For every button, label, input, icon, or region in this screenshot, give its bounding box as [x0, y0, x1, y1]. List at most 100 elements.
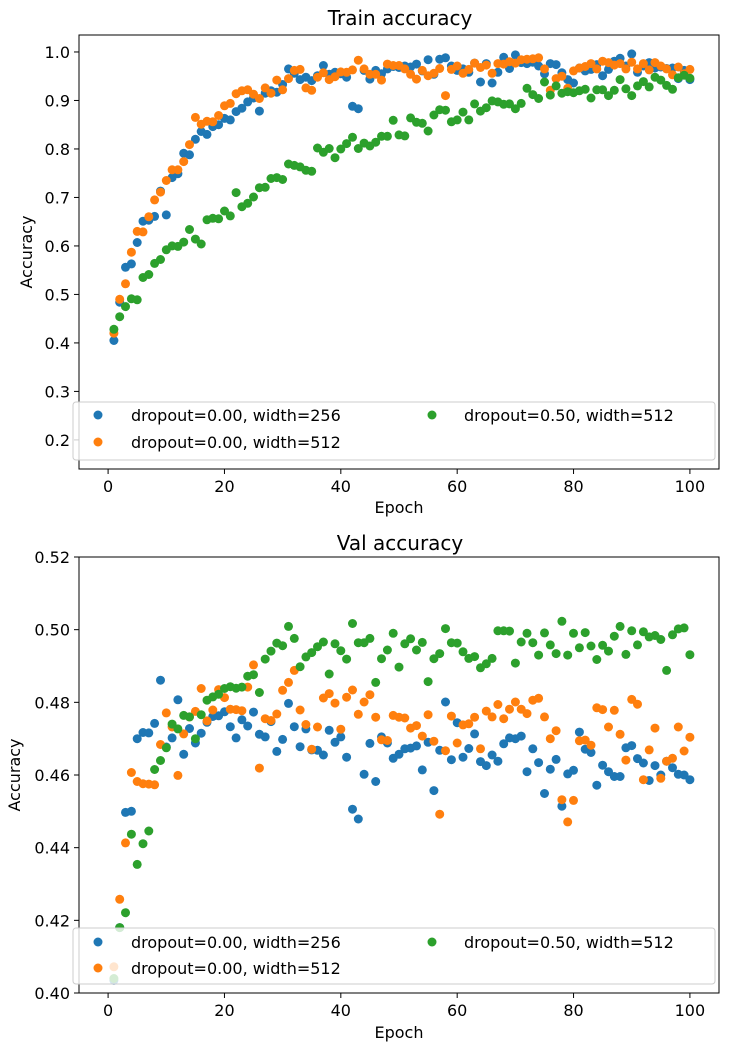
data-point [382, 131, 392, 141]
data-point [627, 57, 637, 67]
data-point [179, 749, 189, 759]
data-point [132, 238, 142, 247]
x-tick-label: 0 [103, 1001, 113, 1020]
data-point [342, 692, 352, 702]
data-point [161, 176, 171, 185]
data-point [115, 294, 125, 304]
legend-label: dropout=0.50, width=512 [464, 933, 674, 952]
data-point [144, 212, 154, 222]
data-point [371, 137, 381, 147]
data-point [185, 712, 194, 722]
data-point [272, 746, 282, 756]
data-point [150, 765, 160, 774]
y-tick-label: 0.7 [45, 188, 70, 207]
data-point [161, 210, 171, 220]
scatter-points [109, 616, 695, 985]
data-point [324, 725, 334, 735]
data-point [569, 628, 578, 638]
data-point [365, 738, 375, 748]
data-point [569, 795, 578, 805]
data-point [348, 685, 357, 695]
data-point [121, 908, 130, 918]
data-point [278, 641, 288, 651]
data-point [638, 758, 648, 768]
data-point [342, 752, 352, 762]
data-point [156, 675, 165, 685]
y-tick-label: 1.0 [45, 43, 70, 62]
data-point [173, 695, 183, 705]
data-point [464, 744, 474, 753]
data-point [284, 677, 293, 687]
data-point [126, 768, 136, 777]
data-point [487, 78, 497, 88]
data-point [249, 707, 258, 717]
legend-marker [427, 410, 437, 420]
legend-marker [427, 937, 437, 947]
data-point [638, 59, 648, 69]
legend: dropout=0.00, width=256 dropout=0.00, wi… [72, 927, 716, 985]
data-point [156, 187, 165, 197]
data-point [638, 775, 648, 785]
data-point [464, 115, 474, 125]
data-point [563, 650, 573, 660]
data-point [132, 859, 142, 869]
data-point [185, 225, 194, 234]
data-point [132, 734, 142, 744]
data-point [237, 103, 247, 113]
data-point [493, 700, 503, 709]
y-tick-label: 0.8 [45, 140, 70, 159]
data-point [545, 90, 555, 100]
data-point [510, 658, 520, 668]
x-tick-label: 20 [214, 477, 234, 496]
data-point [540, 77, 549, 87]
data-point [487, 68, 497, 78]
data-point [214, 111, 224, 120]
data-point [423, 710, 433, 720]
data-point [598, 760, 608, 770]
data-point [313, 722, 322, 732]
data-point [330, 153, 340, 163]
data-point [470, 99, 480, 109]
data-point [609, 631, 619, 641]
data-point [435, 809, 445, 819]
data-point [382, 645, 392, 655]
data-point [441, 53, 450, 63]
data-point [208, 117, 218, 127]
y-tick-label: 0.3 [45, 382, 70, 401]
val-accuracy-panel: Val accuracy 0.40 0.42 0.44 0.46 0.48 0.50 0.5… [5, 531, 720, 1042]
legend-label: dropout=0.00, width=512 [131, 433, 341, 452]
data-point [196, 684, 206, 693]
data-point [481, 761, 491, 771]
y-tick-label: 0.4 [45, 334, 70, 353]
data-point [173, 770, 183, 780]
data-point [656, 75, 666, 85]
legend-entry: dropout=0.50, width=512 [427, 406, 674, 425]
data-point [394, 749, 404, 759]
data-point [144, 826, 154, 836]
data-point [336, 724, 346, 734]
data-point [522, 83, 532, 93]
data-point [685, 73, 695, 83]
data-point [464, 64, 474, 74]
data-point [586, 748, 596, 757]
data-point [348, 619, 357, 628]
legend-entry: dropout=0.00, width=512 [93, 959, 341, 978]
x-tick-label: 40 [331, 1001, 351, 1020]
legend-marker [93, 963, 103, 973]
data-point [318, 68, 328, 78]
x-axis-ticks: 0 20 40 60 80 100 [103, 993, 705, 1020]
data-point [324, 144, 334, 153]
data-point [260, 732, 270, 742]
x-tick-label: 0 [103, 477, 113, 496]
data-point [295, 662, 305, 672]
data-point [627, 91, 637, 101]
data-point [557, 801, 567, 811]
data-point [604, 646, 613, 656]
data-point [208, 705, 218, 715]
data-point [493, 756, 503, 766]
data-point [458, 647, 468, 657]
data-point [266, 88, 276, 98]
data-point [382, 736, 392, 745]
data-point [284, 698, 293, 708]
